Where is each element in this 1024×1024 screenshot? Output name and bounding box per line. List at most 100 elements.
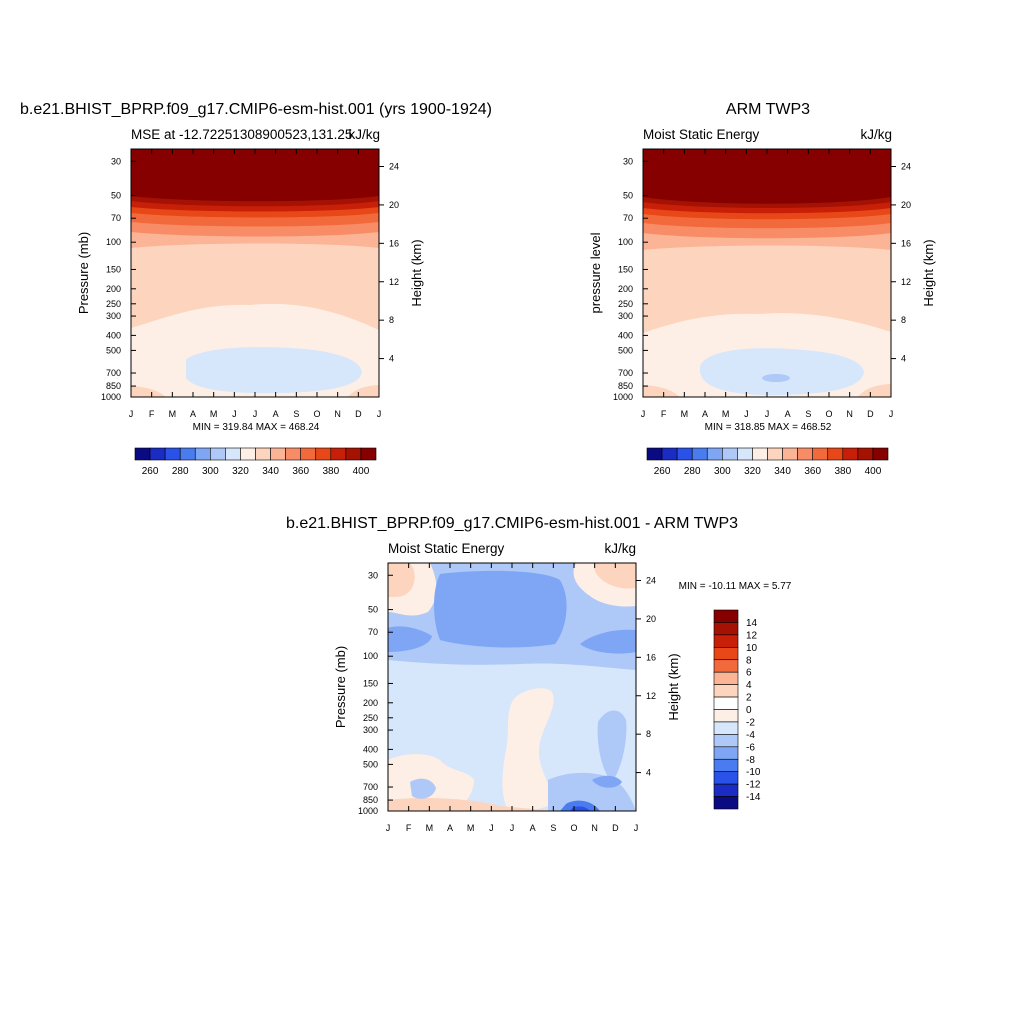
y-tick-label: 700 bbox=[106, 368, 121, 378]
y-axis-height: 24 20 16 12 8 4 bbox=[379, 162, 399, 364]
colorbar: 260 280 300 320 340 360 380 400 bbox=[646, 447, 889, 477]
band-320-330 bbox=[762, 374, 790, 382]
y2-tick-label: 20 bbox=[901, 200, 911, 210]
colorbar-swatch bbox=[872, 447, 889, 461]
colorbar-swatch bbox=[752, 447, 768, 461]
x-tick-label: A bbox=[702, 409, 708, 419]
x-tick-label: M bbox=[210, 409, 218, 419]
y2-tick-label: 12 bbox=[389, 277, 399, 287]
band-neg6-lower-right bbox=[560, 800, 600, 811]
left-string: Moist Static Energy bbox=[643, 127, 760, 142]
x-tick-label: M bbox=[426, 823, 434, 833]
colorbar-label: 400 bbox=[353, 466, 370, 477]
y-tick-label: 30 bbox=[111, 156, 121, 166]
y2-tick-label: 8 bbox=[901, 315, 906, 325]
colorbar-swatch bbox=[713, 746, 739, 760]
colorbar-swatch bbox=[676, 447, 693, 461]
colorbar-label: 8 bbox=[746, 655, 752, 666]
colorbar-swatch bbox=[722, 447, 738, 461]
panel-title: ARM TWP3 bbox=[726, 101, 810, 118]
colorbar-label: 6 bbox=[746, 668, 752, 679]
colorbar-swatch bbox=[713, 696, 739, 710]
colorbar-swatch bbox=[240, 447, 256, 461]
colorbar-swatch bbox=[315, 447, 332, 461]
x-tick-label: J bbox=[765, 409, 770, 419]
x-tick-label: M bbox=[681, 409, 689, 419]
colorbar-swatch bbox=[782, 447, 798, 461]
band-neg-lower-left bbox=[410, 778, 436, 799]
y-tick-label: 70 bbox=[368, 627, 378, 637]
colorbar-swatch bbox=[210, 447, 226, 461]
x-tick-label: J bbox=[386, 823, 391, 833]
y-tick-label: 500 bbox=[363, 759, 378, 769]
min-max-stats: MIN = -10.11 MAX = 5.77 bbox=[679, 581, 792, 592]
colorbar-swatch bbox=[827, 447, 844, 461]
y-tick-label: 300 bbox=[618, 311, 633, 321]
y-tick-label: 1000 bbox=[101, 392, 121, 402]
contour-field bbox=[388, 563, 636, 811]
band-sfc-left bbox=[131, 386, 166, 397]
band-sfc-right bbox=[348, 385, 379, 397]
colorbar-swatch bbox=[285, 447, 301, 461]
contour-field bbox=[131, 149, 379, 397]
colorbar-label: 320 bbox=[744, 466, 761, 477]
band-neg4-neg6-right bbox=[580, 629, 636, 654]
y-tick-label: 250 bbox=[363, 713, 378, 723]
colorbar-label: -12 bbox=[746, 780, 761, 791]
x-tick-label: S bbox=[550, 823, 556, 833]
y-axis-label: Pressure (mb) bbox=[76, 232, 91, 314]
y-tick-label: 300 bbox=[363, 725, 378, 735]
colorbar-swatch bbox=[300, 447, 317, 461]
panel-title: b.e21.BHIST_BPRP.f09_g17.CMIP6-esm-hist.… bbox=[20, 101, 492, 118]
colorbar-swatch bbox=[797, 447, 813, 461]
colorbar: 260 280 300 320 340 360 380 400 bbox=[134, 447, 377, 477]
y-axis-height: 24 20 16 12 8 4 bbox=[636, 576, 656, 778]
y-tick-label: 400 bbox=[618, 330, 633, 340]
y2-tick-label: 8 bbox=[646, 729, 651, 739]
y2-tick-label: 24 bbox=[389, 162, 399, 172]
colorbar-swatch bbox=[713, 796, 739, 810]
x-tick-label: F bbox=[406, 823, 412, 833]
x-tick-label: O bbox=[570, 823, 577, 833]
colorbar-swatch bbox=[646, 447, 663, 461]
x-tick-label: D bbox=[612, 823, 619, 833]
colorbar-label: 380 bbox=[322, 466, 339, 477]
x-tick-label: F bbox=[661, 409, 667, 419]
right-string: kJ/kg bbox=[604, 541, 636, 556]
colorbar-swatch bbox=[713, 609, 739, 623]
y2-tick-label: 4 bbox=[901, 354, 906, 364]
y-axis-label: Pressure (mb) bbox=[333, 646, 348, 728]
x-tick-label: N bbox=[334, 409, 341, 419]
band-neg8-lower-right bbox=[570, 806, 590, 811]
colorbar-swatch bbox=[713, 783, 739, 797]
right-string: kJ/kg bbox=[348, 127, 380, 142]
y2-tick-label: 24 bbox=[901, 162, 911, 172]
y-tick-label: 100 bbox=[618, 237, 633, 247]
y-tick-label: 70 bbox=[623, 213, 633, 223]
y-tick-label: 250 bbox=[106, 299, 121, 309]
colorbar-swatch bbox=[713, 771, 739, 785]
colorbar-swatch bbox=[661, 447, 678, 461]
colorbar-label: -14 bbox=[746, 792, 761, 803]
y2-tick-label: 20 bbox=[389, 200, 399, 210]
band-neg4-neg6 bbox=[434, 570, 567, 648]
colorbar-label: 340 bbox=[262, 466, 279, 477]
colorbar-label: 380 bbox=[834, 466, 851, 477]
y2-tick-label: 20 bbox=[646, 614, 656, 624]
x-tick-label: A bbox=[190, 409, 196, 419]
contour-field bbox=[643, 149, 891, 397]
y2-tick-label: 12 bbox=[646, 691, 656, 701]
colorbar-label: 260 bbox=[142, 466, 159, 477]
x-tick-label: J bbox=[510, 823, 515, 833]
colorbar-swatch bbox=[179, 447, 196, 461]
colorbar-swatch bbox=[812, 447, 829, 461]
y-tick-label: 500 bbox=[618, 345, 633, 355]
left-string: Moist Static Energy bbox=[388, 541, 505, 556]
colorbar-swatch bbox=[713, 734, 739, 748]
